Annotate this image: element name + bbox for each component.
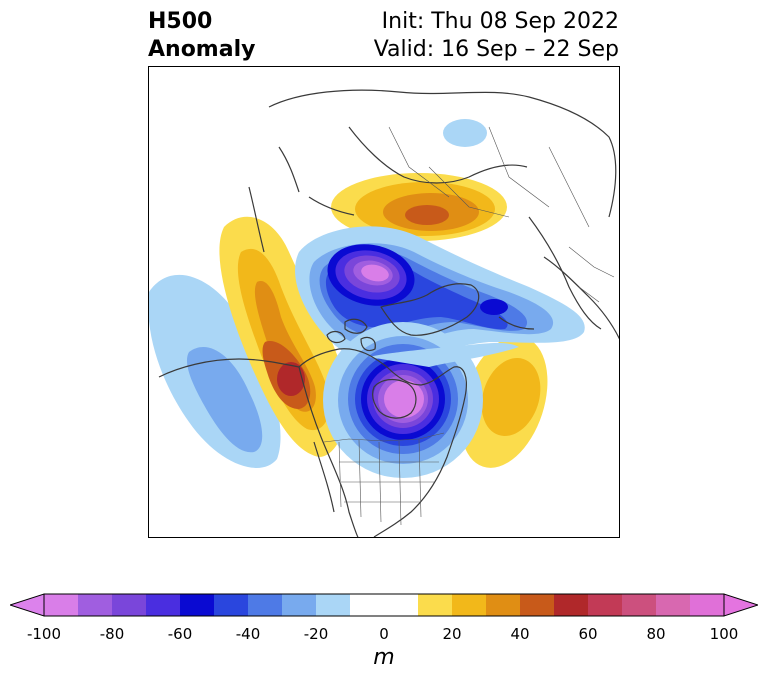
anomaly-pacific-trough [149,274,281,468]
colorbar-bin [248,594,283,616]
colorbar [10,593,758,617]
colorbar-tick-label: 100 [710,625,739,643]
colorbar-tick-label: -100 [27,625,61,643]
init-date: Init: Thu 08 Sep 2022 [381,9,619,34]
anomaly-siberia-trough [443,119,487,147]
colorbar-under-triangle [10,593,45,617]
map-dates: Init: Thu 08 Sep 2022 Valid: 16 Sep – 22… [374,8,619,64]
colorbar-tick-label: 0 [379,625,389,643]
colorbar-tick-label: 40 [510,625,529,643]
borders [323,126,615,526]
colorbar-bin [146,594,181,616]
colorbar-bin [622,594,657,616]
colorbar-bin [520,594,555,616]
anomaly-atlantic-ridge [460,336,548,468]
colorbar-frame [43,593,725,617]
valid-range: Valid: 16 Sep – 22 Sep [373,37,619,62]
colorbar-bin [554,594,589,616]
colorbar-tick-label: 80 [646,625,665,643]
colorbar-tick-label: -80 [100,625,125,643]
colorbar-bin [180,594,215,616]
colorbar-bin [214,594,249,616]
colorbar-tick-label: 60 [578,625,597,643]
title-kind: Anomaly [148,37,256,62]
title-variable: H500 [148,9,213,34]
colorbar-bin [112,594,147,616]
anomaly-map [148,66,620,538]
colorbar-bin [350,594,385,616]
colorbar-ticks: -100 -80 -60 -40 -20 0 20 40 60 80 100 [27,625,739,643]
colorbar-bin [78,594,113,616]
colorbar-bin [282,594,317,616]
anomaly-hudson-bay-trough [323,322,519,478]
map-title: H500 Anomaly [148,8,255,64]
colorbar-bin [384,594,419,616]
colorbar-bin [452,594,487,616]
anomaly-siberia-ridge [331,173,507,241]
map-canvas [149,89,619,537]
colorbar-tick-label: 20 [442,625,461,643]
colorbar-bin [44,594,79,616]
anomaly-arctic-trough [295,226,585,362]
colorbar-unit-label: m [373,645,395,670]
colorbar-bin [690,594,725,616]
coastlines [158,89,619,537]
colorbar-bin [588,594,623,616]
anomaly-west-canada-ridge [219,216,348,457]
colorbar-tick-label: -20 [304,625,329,643]
colorbar-tick-label: -40 [236,625,261,643]
colorbar-over-triangle [723,593,758,617]
colorbar-bin [316,594,351,616]
colorbar-bin [418,594,453,616]
colorbar-bin [486,594,521,616]
colorbar-tick-label: -60 [168,625,193,643]
colorbar-bin [656,594,691,616]
